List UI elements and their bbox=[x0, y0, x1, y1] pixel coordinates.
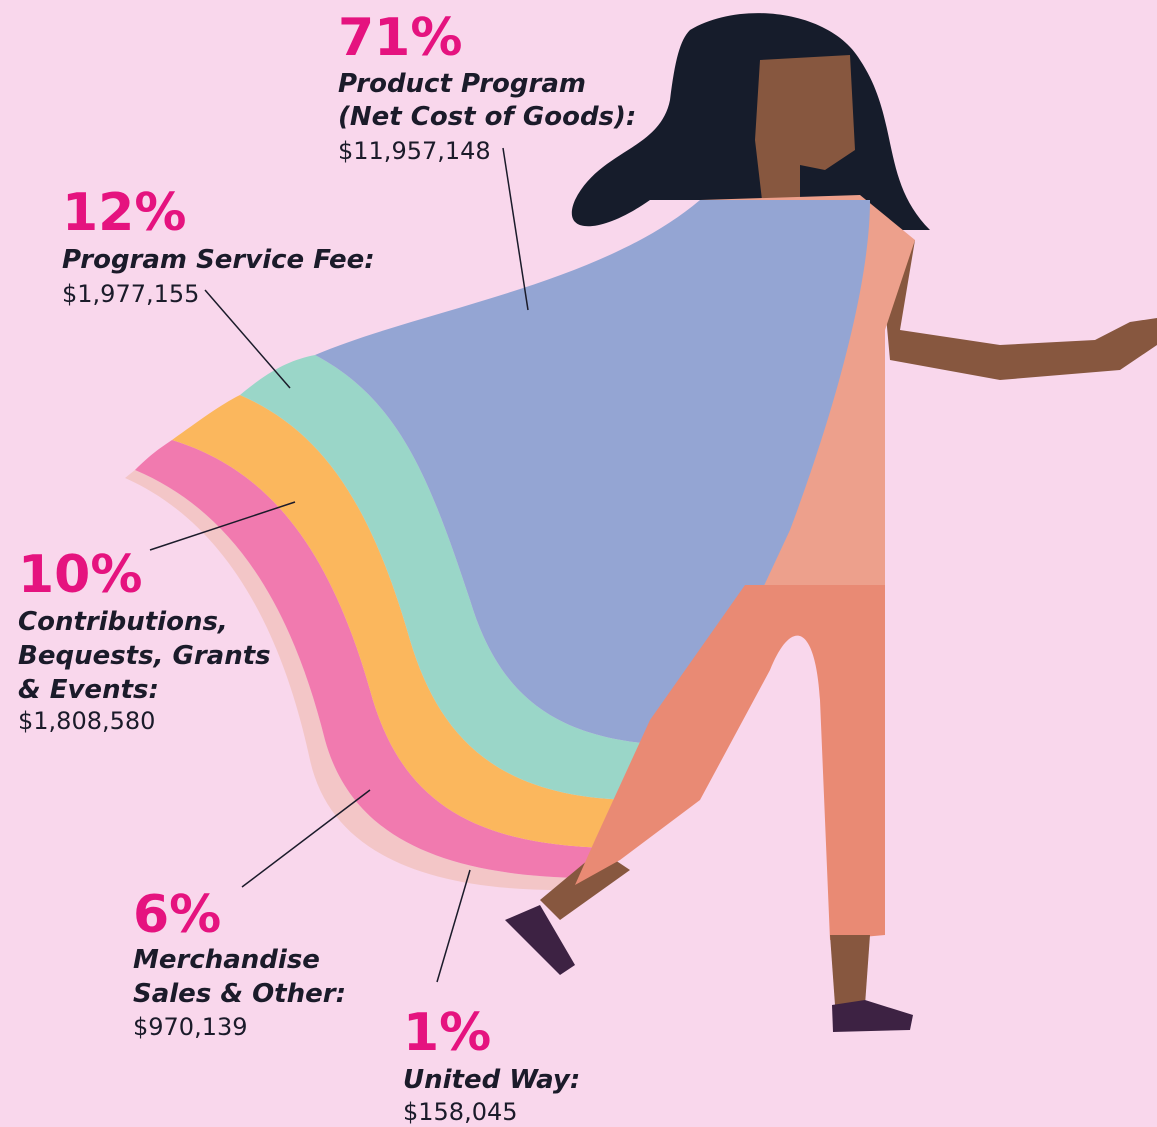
cape-band bbox=[240, 355, 668, 800]
percent: 10% bbox=[18, 545, 142, 605]
leader-line bbox=[502, 147, 529, 311]
amount: $158,045 bbox=[403, 1098, 518, 1126]
shoe bbox=[832, 1000, 913, 1032]
label: Program Service Fee: bbox=[62, 245, 375, 275]
amount: $1,808,580 bbox=[18, 707, 155, 735]
percent: 1% bbox=[403, 1003, 491, 1063]
percent: 71% bbox=[338, 8, 462, 68]
percent: 12% bbox=[62, 183, 186, 243]
label: Contributions, bbox=[18, 607, 228, 637]
cape-band bbox=[135, 440, 610, 878]
label: United Way: bbox=[403, 1065, 580, 1095]
leader-line bbox=[149, 501, 296, 551]
label: & Events: bbox=[18, 675, 159, 705]
label: Sales & Other: bbox=[133, 979, 346, 1009]
leg bbox=[830, 935, 870, 1005]
amount: $970,139 bbox=[133, 1013, 248, 1041]
arm bbox=[880, 240, 1157, 380]
leader-line bbox=[241, 789, 371, 888]
label: (Net Cost of Goods): bbox=[338, 102, 636, 132]
leader-line bbox=[204, 289, 291, 389]
leg bbox=[540, 850, 630, 920]
leader-line bbox=[436, 869, 471, 983]
percent: 6% bbox=[133, 885, 221, 945]
face bbox=[755, 55, 855, 200]
amount: $11,957,148 bbox=[338, 137, 491, 165]
pants bbox=[575, 585, 885, 940]
cape-band bbox=[172, 395, 640, 848]
cape-band bbox=[125, 470, 580, 890]
amount: $1,977,155 bbox=[62, 280, 199, 308]
shoe bbox=[505, 905, 575, 975]
label: Product Program bbox=[338, 69, 586, 99]
label: Bequests, Grants bbox=[18, 641, 271, 671]
label: Merchandise bbox=[133, 945, 320, 975]
